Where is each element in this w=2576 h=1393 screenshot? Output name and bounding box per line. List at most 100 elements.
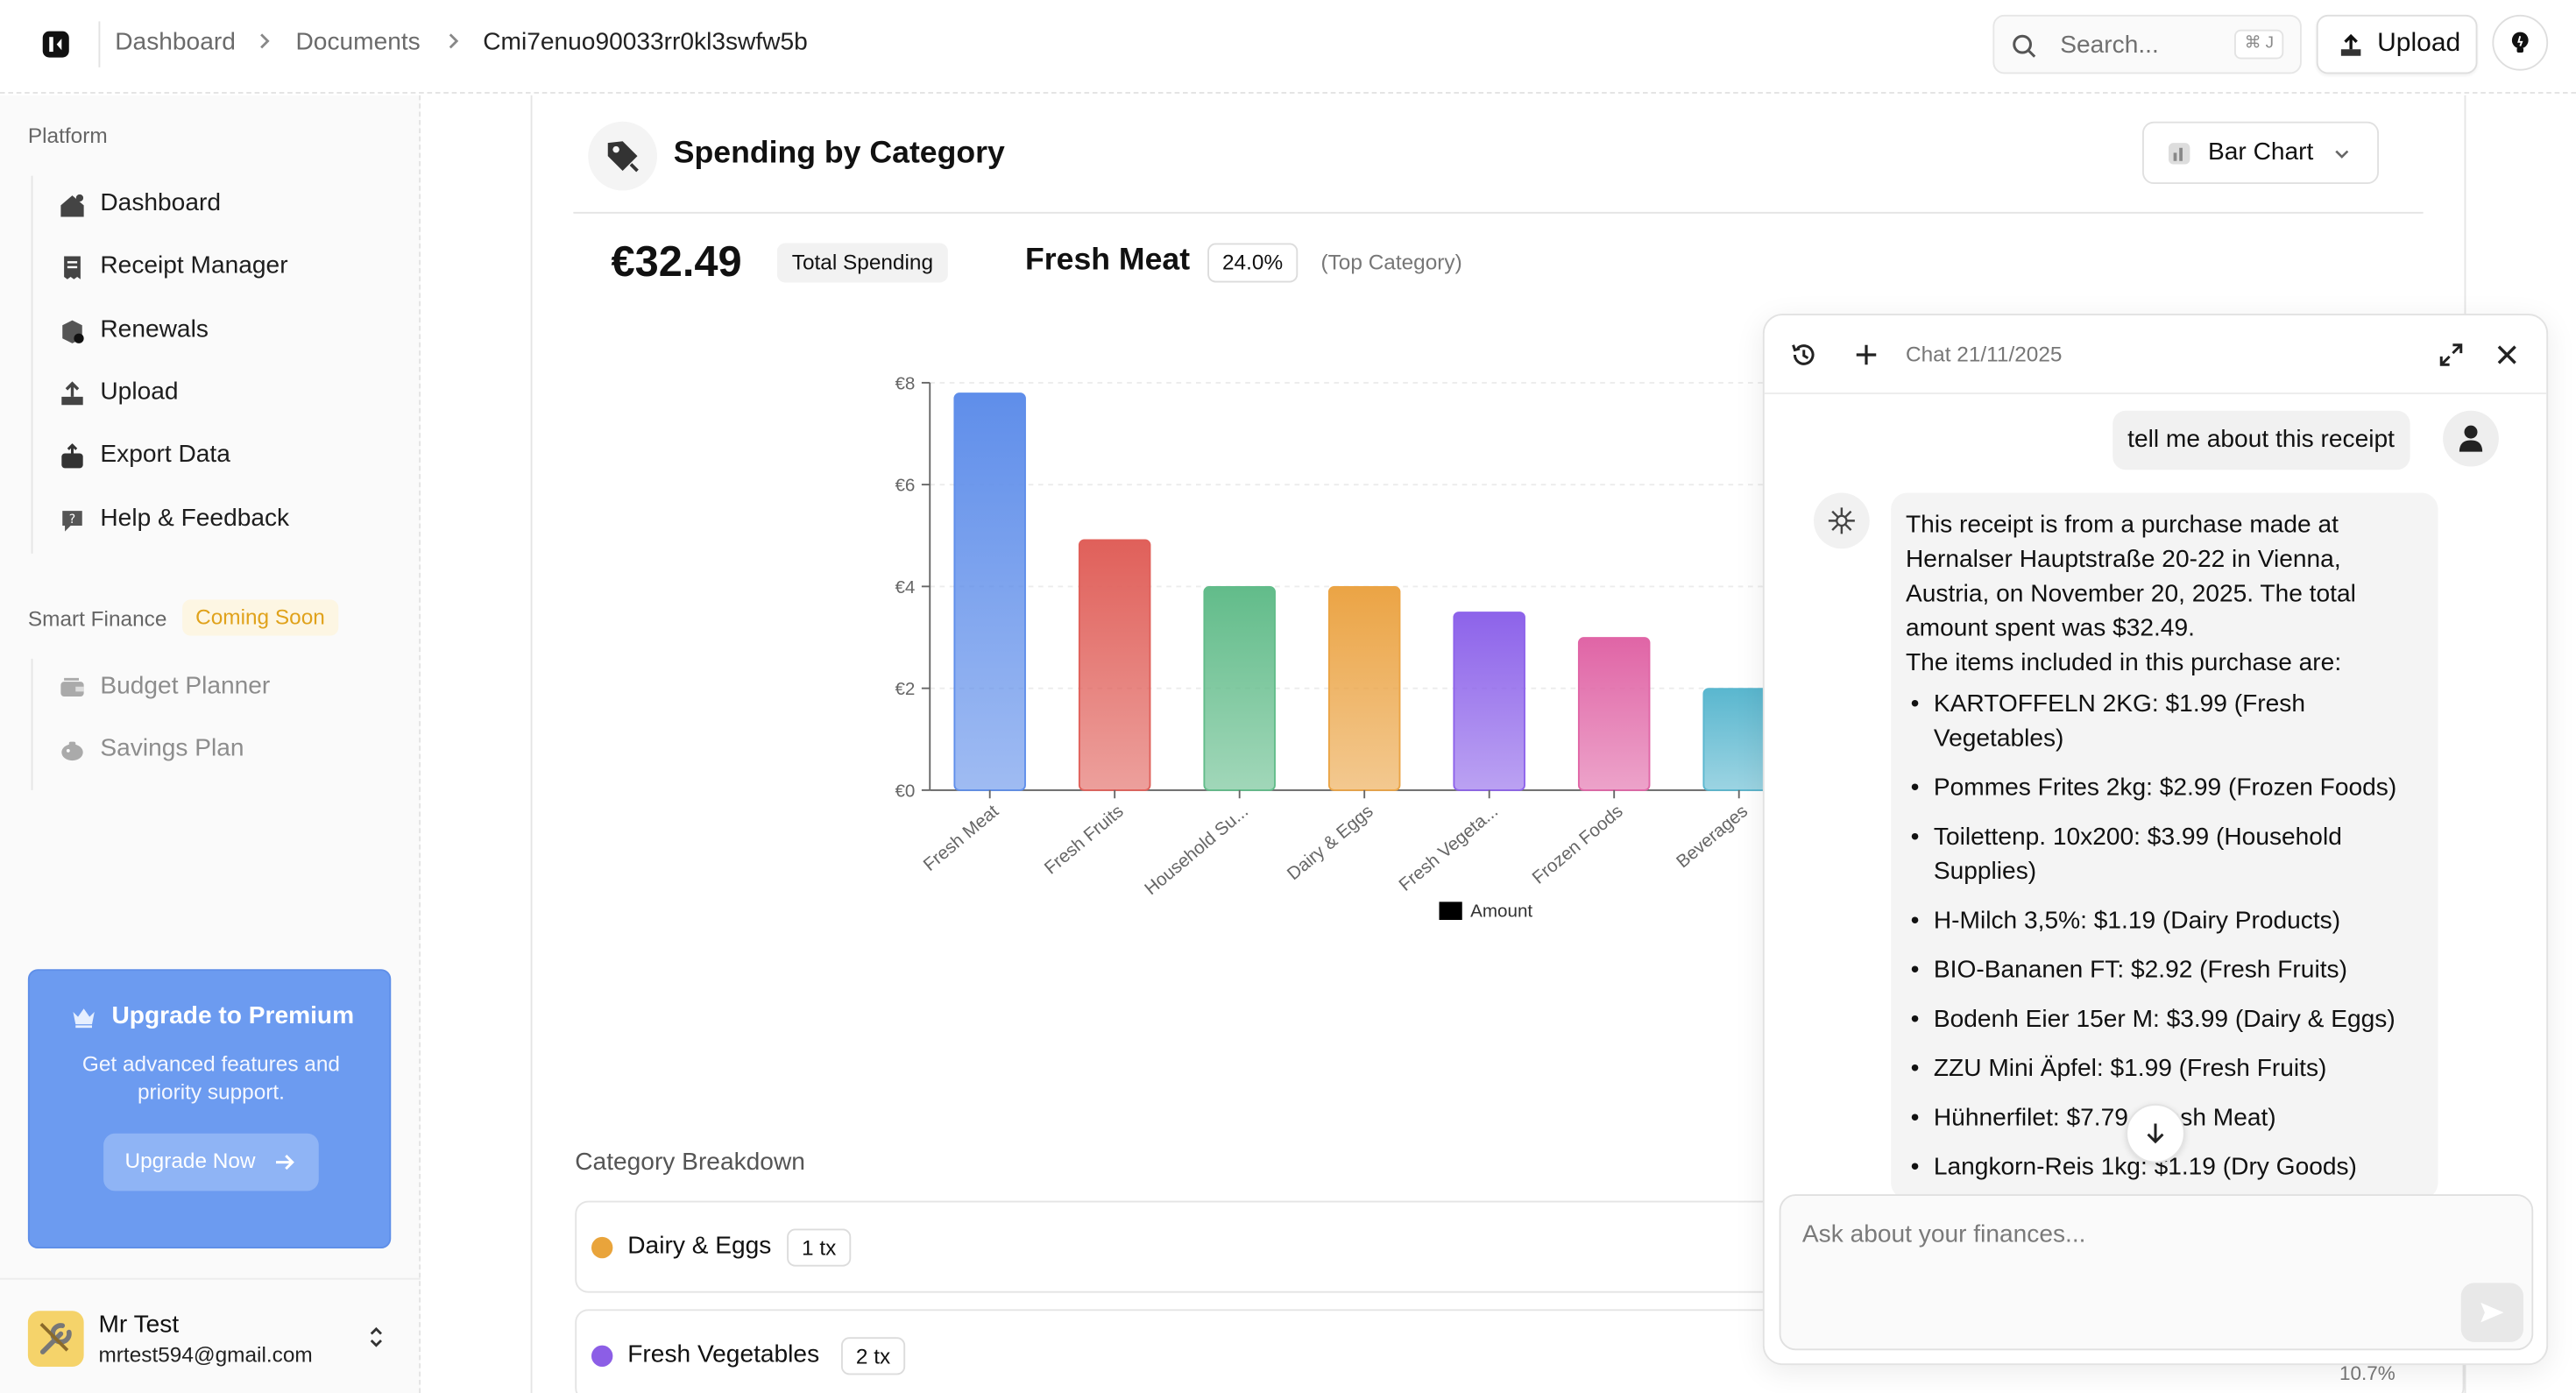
chat-panel: Chat 21/11/2025 tell me about this recei… [1762,314,2549,1366]
chat-input[interactable]: Ask about your finances... [1779,1194,2534,1351]
top-category-name: Fresh Meat [1025,243,1191,278]
search-shortcut: ⌘ J [2234,29,2284,60]
sidebar-item-label: Help & Feedback [100,504,290,533]
spending-bar-chart: €0 €2 €4 €6 €8 Fresh Meat Fresh Fruits Househol… [895,373,1817,921]
top-bar: Dashboard Documents Cmi7enuo90033rr0kl3s… [0,0,2576,94]
total-amount: €32.49 [611,237,742,286]
sidebar: Platform Dashboard Receipt Manager Renew… [0,95,421,1393]
chart-type-select[interactable]: Bar Chart [2142,121,2379,184]
sidebar-item-label: Upload [100,378,179,407]
chart-type-label: Bar Chart [2208,138,2314,166]
sidebar-item-savings-plan[interactable]: Savings Plan [46,726,392,775]
chat-input-placeholder: Ask about your finances... [1801,1220,2086,1248]
user-name: Mr Test [98,1311,180,1340]
chat-title: Chat 21/11/2025 [1906,342,2063,367]
bar [1453,612,1525,791]
sidebar-tree-line [31,175,33,554]
help-icon: ? [62,511,82,532]
scroll-to-bottom-button[interactable] [2126,1104,2185,1163]
assistant-icon [1828,507,1855,534]
category-badge [588,121,657,191]
premium-title: Upgrade to Premium [111,1001,355,1030]
sidebar-toggle-icon[interactable] [41,30,71,60]
sidebar-item-dashboard[interactable]: Dashboard [46,180,392,230]
category-color-dot [591,1236,613,1259]
sidebar-item-export-data[interactable]: Export Data [46,432,392,481]
sidebar-item-help-feedback[interactable]: ? Help & Feedback [46,496,392,545]
export-icon [61,443,83,469]
expand-icon[interactable] [2438,342,2465,368]
x-tick-label: Frozen Foods [1528,801,1626,887]
sidebar-section-smart-finance: Smart Finance [27,605,167,631]
history-icon[interactable] [1791,342,1817,368]
receipt-icon [64,256,81,279]
sidebar-item-upload[interactable]: Upload [46,370,392,419]
sidebar-section-platform: Platform [27,123,108,148]
bar-chart-icon [2169,143,2190,165]
coming-soon-badge: Coming Soon [182,599,338,636]
breadcrumb-dashboard[interactable]: Dashboard [115,27,236,56]
y-tick-label: €6 [895,476,915,496]
assistant-intro-text: This receipt is from a purchase made at … [1906,511,2356,643]
premium-description: Get advanced features and priority suppo… [81,1051,340,1104]
assistant-avatar [1814,492,1870,549]
arrow-right-icon [276,1155,294,1170]
user-account-menu[interactable]: Mr Test mrtest594@gmail.com [0,1277,421,1393]
x-tick-label: Fresh Vegeta... [1395,801,1502,894]
upload-button[interactable]: Upload [2316,14,2478,74]
sidebar-tree-line [31,658,33,790]
close-icon[interactable] [2494,342,2520,368]
sidebar-item-budget-planner[interactable]: Budget Planner [46,664,392,713]
user-icon [2459,425,2483,452]
savings-icon [61,741,83,761]
y-tick-label: €8 [895,373,915,393]
list-item: H-Milch 3,5%: $1.19 (Dairy Products) [1906,903,2424,937]
search-placeholder: Search... [2060,31,2159,60]
lightbulb-icon [2511,32,2529,53]
bar [1078,539,1151,791]
chevron-up-down-icon [370,1326,382,1347]
x-tick-label: Beverages [1673,801,1752,872]
list-item: Pommes Frites 2kg: $2.99 (Frozen Foods) [1906,770,2424,804]
top-category-note: (Top Category) [1320,250,1462,275]
search-box[interactable]: Search... ⌘ J [1992,14,2302,74]
x-tick-label: Fresh Fruits [1041,801,1128,878]
list-item: ZZU Mini Äpfel: $1.99 (Fresh Fruits) [1906,1051,2424,1085]
sidebar-item-label: Renewals [100,315,209,343]
sidebar-item-receipt-manager[interactable]: Receipt Manager [46,244,392,293]
bar [953,392,1026,791]
premium-card: Upgrade to Premium Get advanced features… [27,969,392,1248]
list-item: BIO-Bananen FT: $2.92 (Fresh Fruits) [1906,953,2424,987]
assistant-message: This receipt is from a purchase made at … [1891,492,2438,1199]
user-avatar [2443,410,2499,467]
chat-header: Chat 21/11/2025 [1764,315,2547,394]
breadcrumb-chevron-icon [260,33,270,49]
svg-text:?: ? [69,513,75,527]
y-tick-label: €4 [895,577,915,598]
sidebar-item-label: Receipt Manager [100,251,288,279]
sidebar-item-label: Export Data [100,440,230,469]
sidebar-item-label: Budget Planner [100,671,271,700]
new-chat-icon[interactable] [1853,342,1879,368]
page-title: Spending by Category [673,136,1005,171]
wrench-icon [39,1322,72,1354]
send-icon [2480,1302,2504,1323]
list-item: KARTOFFELN 2KG: $1.99 (Fresh Vegetables) [1906,687,2424,756]
user-email: mrtest594@gmail.com [98,1341,313,1367]
header-divider [98,21,101,67]
send-button[interactable] [2460,1283,2523,1342]
ideas-button[interactable] [2492,14,2549,71]
renewals-icon [62,320,84,343]
upload-icon [2340,33,2361,56]
category-name: Fresh Vegetables [627,1340,820,1368]
y-tick-label: €0 [895,781,915,801]
sidebar-item-label: Savings Plan [100,734,244,762]
receipt-items-list: KARTOFFELN 2KG: $1.99 (Fresh Vegetables)… [1906,687,2424,1199]
category-color-dot [591,1345,613,1367]
upgrade-now-button[interactable]: Upgrade Now [103,1133,319,1191]
breadcrumb-documents[interactable]: Documents [295,27,421,56]
breadcrumb-chevron-icon [449,33,459,49]
sidebar-item-renewals[interactable]: Renewals [46,308,392,357]
legend-label: Amount [1470,901,1532,921]
x-tick-label: Fresh Meat [920,801,1003,875]
